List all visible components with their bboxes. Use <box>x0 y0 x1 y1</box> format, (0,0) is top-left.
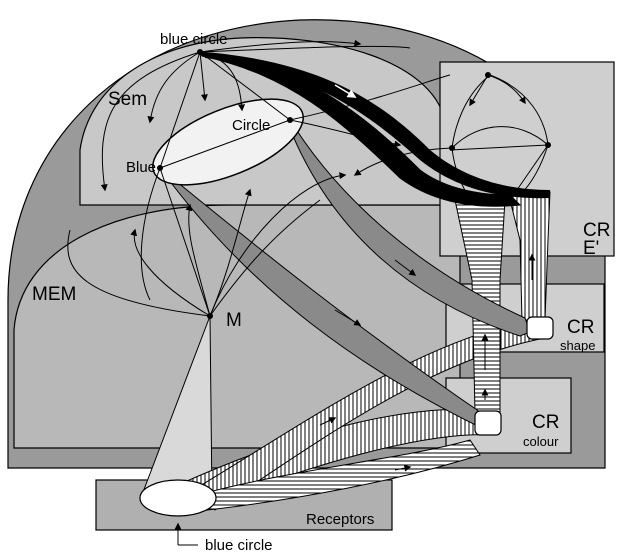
shape-node <box>526 316 554 340</box>
label-blue-circle-top: blue circle <box>160 31 228 48</box>
node-blue-circle <box>197 49 203 55</box>
label-sem: Sem <box>108 89 147 110</box>
black-pathway-arrow <box>334 84 357 98</box>
receptor-horizontal-pathway <box>179 439 481 513</box>
node-e-right <box>545 142 551 148</box>
node-blue <box>157 165 163 171</box>
concept-ellipse <box>152 98 304 186</box>
label-e-prime: E' <box>583 238 599 259</box>
label-input-blue-circle: blue circle <box>205 537 273 554</box>
label-circle: Circle <box>232 117 270 134</box>
label-mem: MEM <box>32 284 76 305</box>
node-m <box>207 313 213 319</box>
label-colour: colour <box>523 434 559 449</box>
node-circle <box>287 117 293 123</box>
label-receptors: Receptors <box>306 511 374 528</box>
circle-gray-pathway <box>287 118 531 337</box>
node-e-top <box>485 72 491 78</box>
label-cr-e: CR <box>583 220 610 241</box>
semantic-links <box>67 39 549 546</box>
node-e-left <box>449 145 455 151</box>
colour-node <box>474 410 502 436</box>
label-cr-colour: CR <box>532 412 559 433</box>
label-cr-shape: CR <box>567 317 594 338</box>
receptor-ellipse <box>139 479 217 517</box>
label-m: M <box>226 310 242 331</box>
label-shape: shape <box>560 338 595 353</box>
label-blue: Blue <box>126 159 156 176</box>
